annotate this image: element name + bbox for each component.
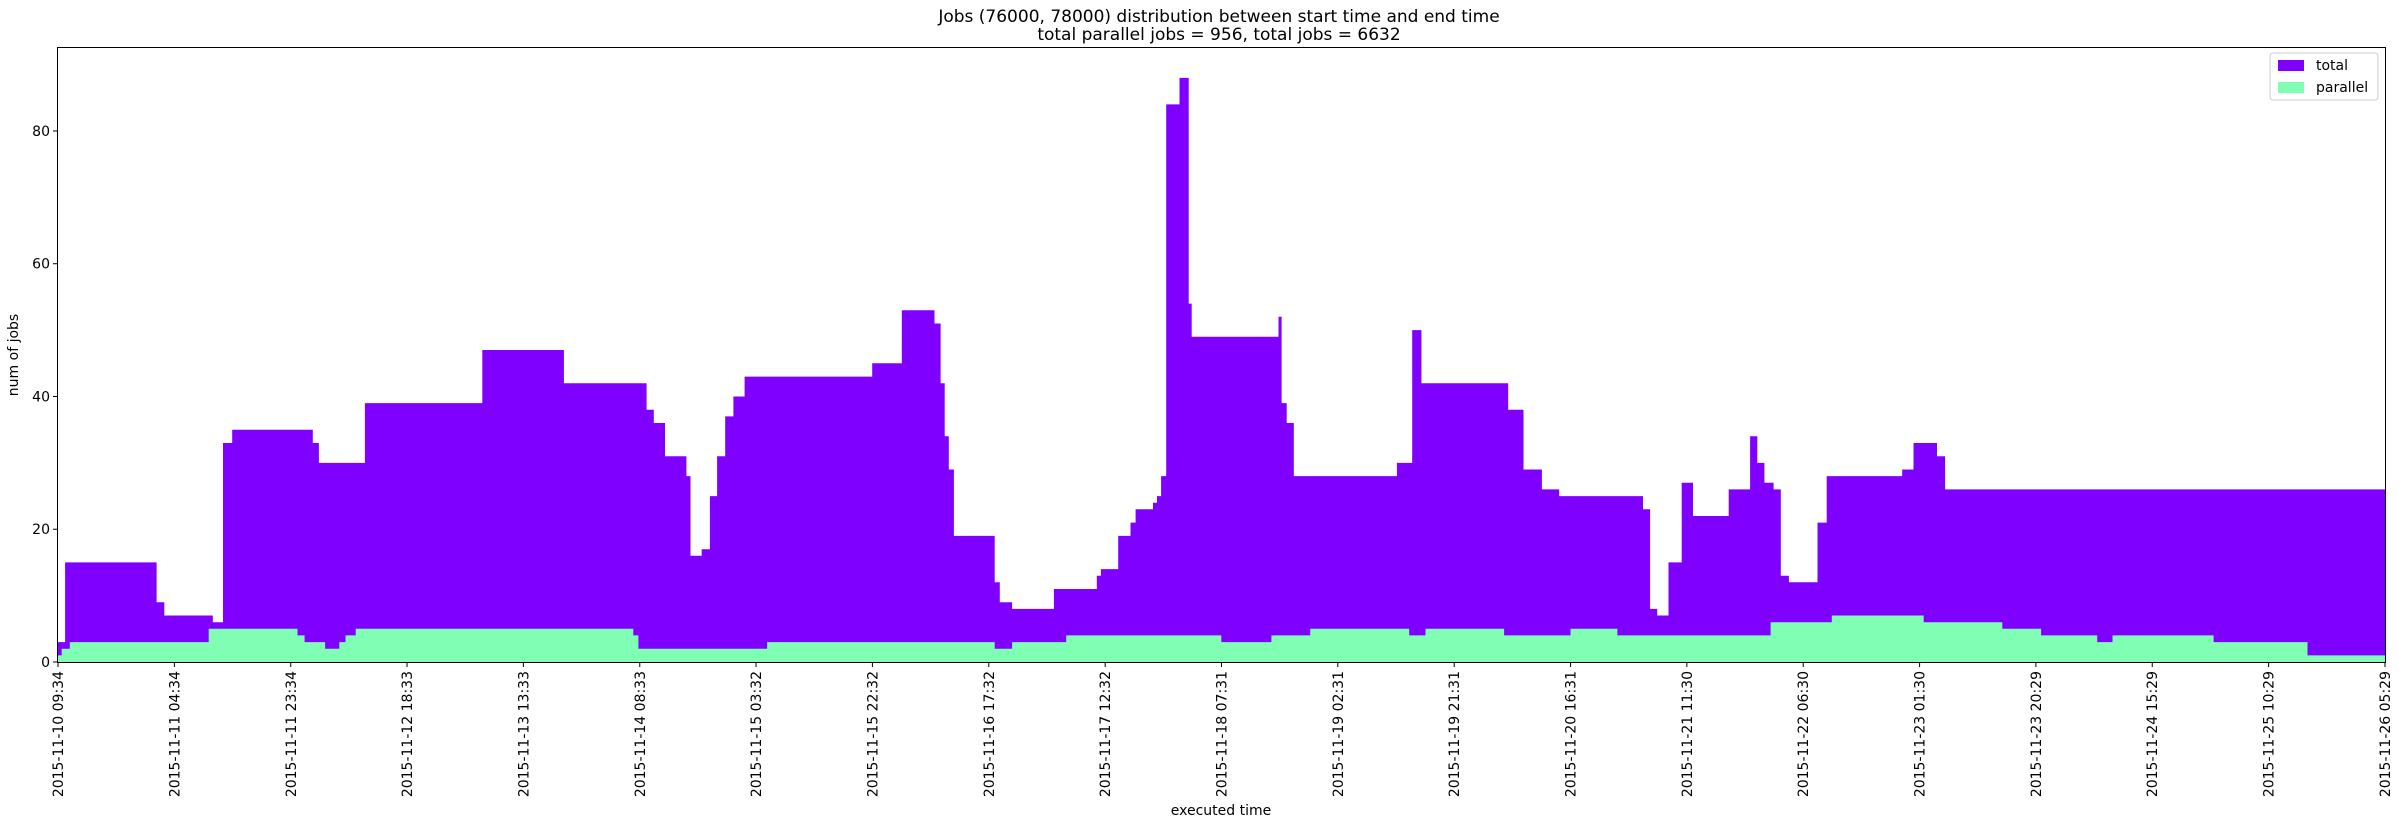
- x-tick-label: 2015-11-23 20:29: [2029, 671, 2045, 797]
- series-area-parallel: [58, 615, 2385, 662]
- plot-frame: [57, 47, 2386, 663]
- plot-area: [58, 77, 2385, 662]
- series-area-total: [58, 77, 2385, 662]
- y-tick-label: 40: [32, 389, 50, 405]
- x-tick-label: 2015-11-13 13:33: [516, 671, 532, 797]
- y-tick-label: 80: [32, 124, 50, 140]
- x-tick-label: 2015-11-25 10:29: [2262, 671, 2278, 797]
- x-axis-label: executed time: [1171, 803, 1271, 819]
- x-tick-label: 2015-11-11 23:34: [284, 671, 300, 797]
- x-tick-label: 2015-11-19 02:31: [1331, 671, 1347, 797]
- x-tick-label: 2015-11-21 11:30: [1680, 671, 1696, 797]
- x-tick-label: 2015-11-12 18:33: [400, 671, 416, 797]
- x-tick-label: 2015-11-11 04:34: [167, 671, 183, 797]
- chart-title: Jobs (76000, 78000) distribution between…: [937, 7, 1499, 27]
- x-tick-label: 2015-11-19 21:31: [1447, 671, 1463, 797]
- y-tick-label: 60: [32, 257, 50, 273]
- legend-swatch-parallel: [2278, 82, 2304, 93]
- x-tick-label: 2015-11-18 07:31: [1214, 671, 1230, 797]
- chart-subtitle: total parallel jobs = 956, total jobs = …: [1037, 25, 1400, 45]
- y-tick-label: 20: [32, 522, 50, 538]
- y-axis: 0 20 40 60 80: [32, 124, 58, 671]
- y-tick-label: 0: [41, 655, 50, 671]
- x-tick-label: 2015-11-26 05:29: [2378, 671, 2394, 797]
- x-tick-label: 2015-11-14 08:33: [633, 671, 649, 797]
- x-tick-label: 2015-11-20 16:31: [1564, 671, 1580, 797]
- legend-label-total: total: [2316, 58, 2348, 74]
- x-tick-label: 2015-11-16 17:32: [982, 671, 998, 797]
- x-tick-label: 2015-11-17 12:32: [1098, 671, 1114, 797]
- x-tick-label: 2015-11-15 03:32: [749, 671, 765, 797]
- x-tick-label: 2015-11-24 15:29: [2145, 671, 2161, 797]
- x-tick-label: 2015-11-22 06:30: [1796, 671, 1812, 797]
- y-axis-label: num of jobs: [6, 314, 22, 396]
- legend-label-parallel: parallel: [2316, 80, 2368, 96]
- x-tick-label: 2015-11-10 09:34: [51, 671, 67, 797]
- legend-swatch-total: [2278, 60, 2304, 71]
- x-tick-label: 2015-11-23 01:30: [1913, 671, 1929, 797]
- legend: total parallel: [2269, 52, 2379, 101]
- x-axis: 2015-11-10 09:34 2015-11-11 04:34 2015-11-…: [51, 662, 2394, 797]
- x-tick-label: 2015-11-15 22:32: [865, 671, 881, 797]
